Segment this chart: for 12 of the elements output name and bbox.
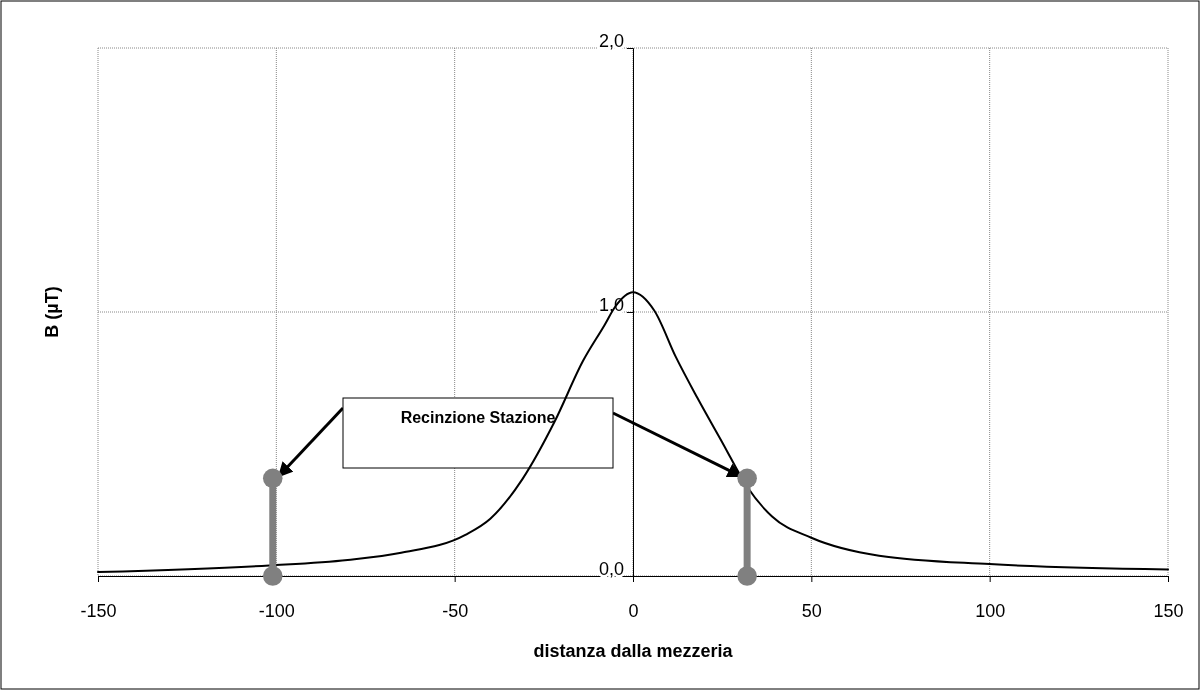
y-tick-label: 2,0	[598, 30, 624, 51]
x-tick-label: -150	[80, 600, 117, 621]
x-tick-label: 150	[1153, 600, 1184, 621]
x-tick-label: -100	[258, 600, 295, 621]
x-tick-label: -50	[442, 600, 469, 621]
x-axis-title: distanza dalla mezzeria	[533, 641, 734, 661]
y-axis-title: B (µT)	[42, 286, 62, 338]
annotation: Recinzione Stazione	[400, 409, 556, 426]
y-tick-label: 0,0	[598, 558, 624, 579]
x-tick-label: 50	[801, 600, 822, 621]
x-tick-label: 100	[975, 600, 1006, 621]
x-tick-label: 0	[628, 600, 639, 621]
